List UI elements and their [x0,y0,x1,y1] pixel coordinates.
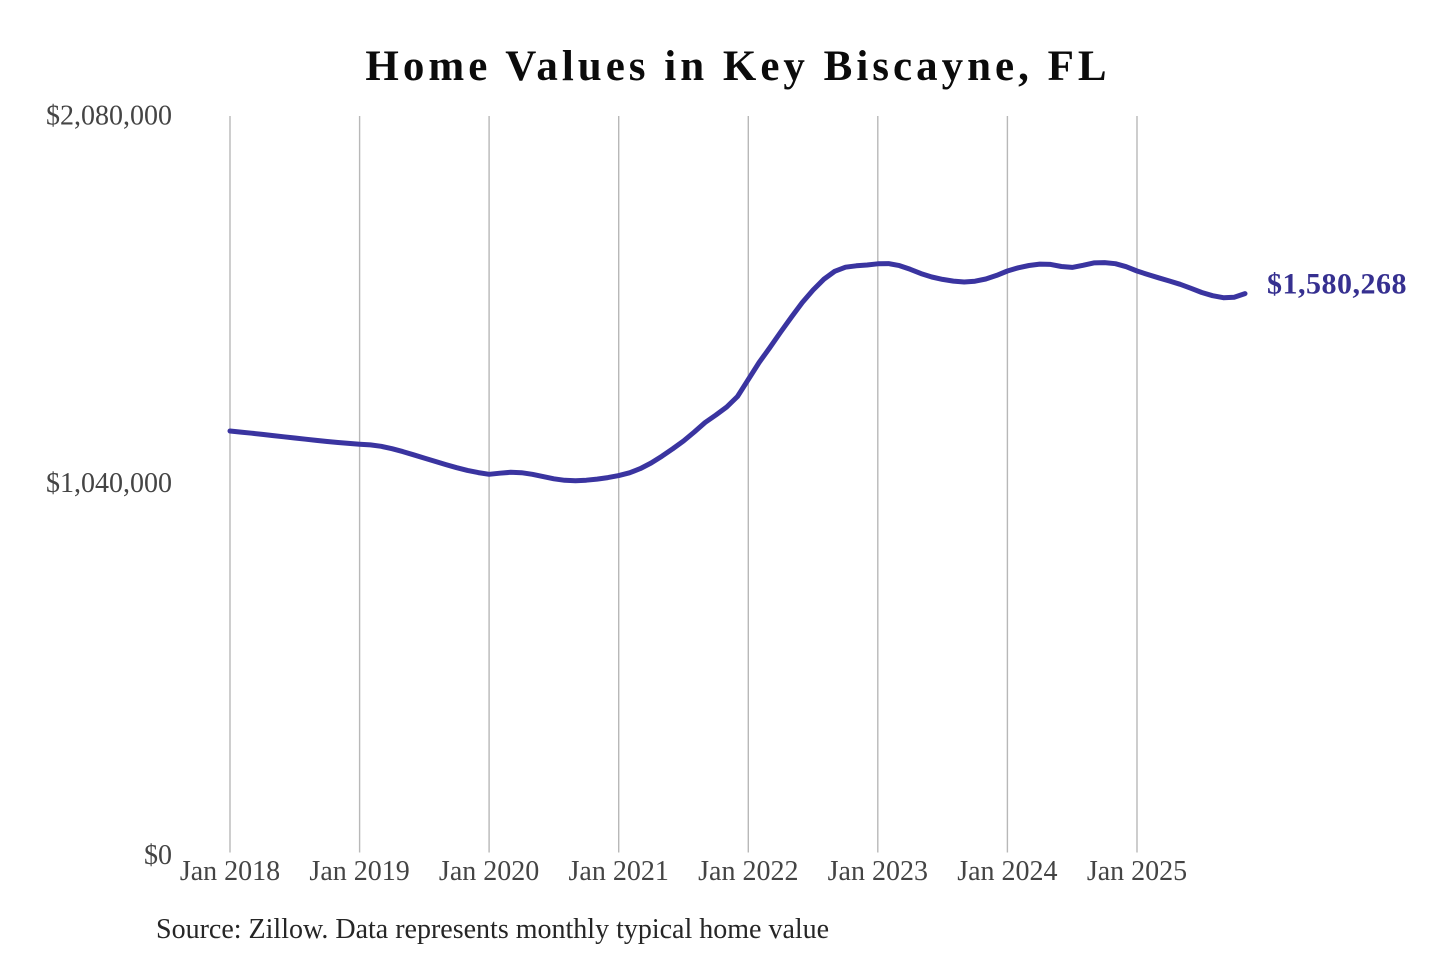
svg-text:Jan 2019: Jan 2019 [309,856,409,887]
svg-text:$1,040,000: $1,040,000 [46,468,172,499]
svg-text:Jan 2023: Jan 2023 [828,856,928,887]
svg-text:Jan 2020: Jan 2020 [439,856,539,887]
svg-text:Jan 2022: Jan 2022 [698,856,798,887]
svg-text:$2,080,000: $2,080,000 [46,101,172,132]
svg-text:Jan 2018: Jan 2018 [180,856,280,887]
svg-text:Source: Zillow. Data represent: Source: Zillow. Data represents monthly … [156,914,829,945]
svg-text:Home Values in Key Biscayne, F: Home Values in Key Biscayne, FL [365,43,1110,90]
svg-text:$0: $0 [144,840,172,871]
svg-text:Jan 2025: Jan 2025 [1087,856,1187,887]
svg-text:Jan 2024: Jan 2024 [957,856,1057,887]
svg-text:Jan 2021: Jan 2021 [569,856,669,887]
svg-text:$1,580,268: $1,580,268 [1267,268,1407,301]
